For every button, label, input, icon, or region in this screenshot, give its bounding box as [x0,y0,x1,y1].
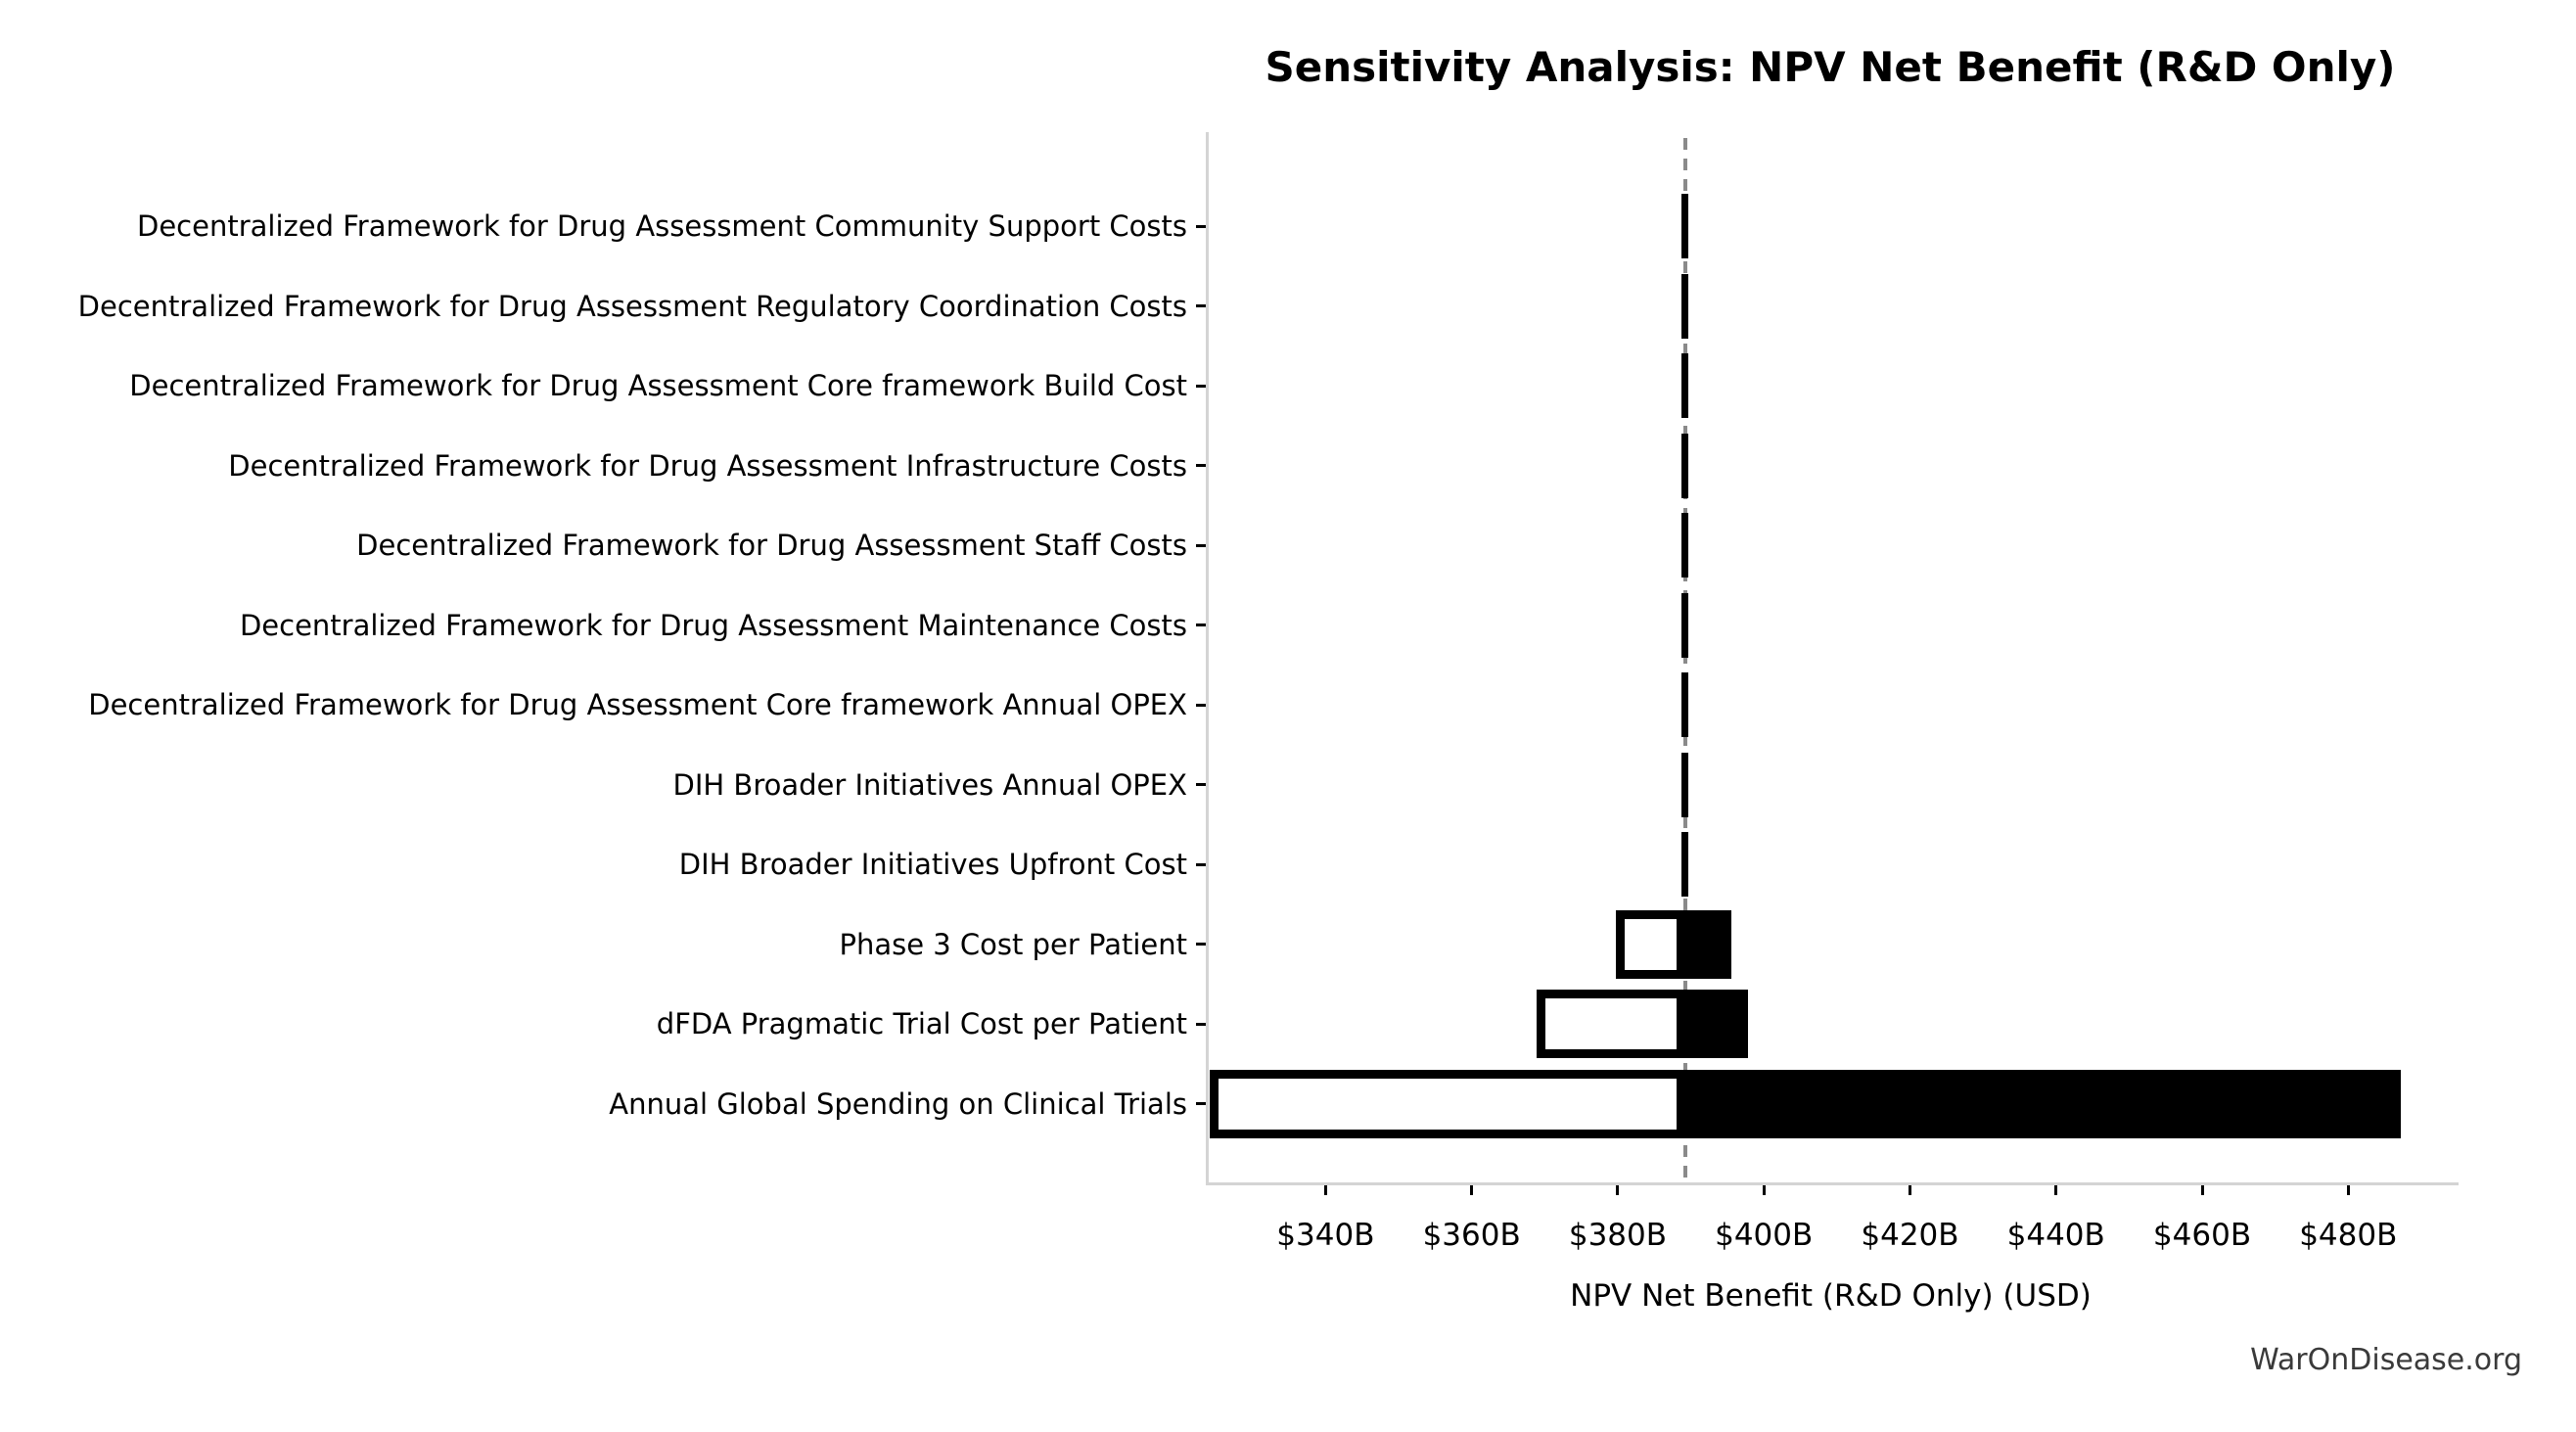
x-tick-label: $360B [1422,1218,1521,1253]
y-label: Decentralized Framework for Drug Assessm… [77,289,1187,323]
y-tick [1196,1102,1206,1105]
baseline-sliver [1681,752,1689,817]
x-tick-label: $380B [1568,1218,1668,1253]
bar-low [1210,1069,1685,1138]
y-label: Decentralized Framework for Drug Assessm… [129,369,1187,402]
bar-low [1537,990,1685,1058]
baseline-sliver [1681,592,1689,658]
watermark: WarOnDisease.org [2250,1343,2522,1377]
y-tick [1196,464,1206,467]
x-tick [1616,1185,1620,1195]
x-axis-label: NPV Net Benefit (R&D Only) (USD) [1570,1278,2092,1314]
y-tick [1196,862,1206,866]
y-label: DIH Broader Initiatives Upfront Cost [678,848,1187,881]
y-label: dFDA Pragmatic Trial Cost per Patient [656,1007,1187,1040]
x-tick-label: $420B [1861,1218,1959,1253]
bar-high [1684,909,1731,979]
y-tick [1196,543,1206,547]
x-tick [2054,1185,2058,1195]
y-tick [1196,943,1206,946]
y-tick [1196,224,1206,228]
y-tick [1196,304,1206,307]
y-tick [1196,624,1206,626]
x-tick [2200,1185,2204,1195]
x-tick-label: $440B [2006,1218,2105,1253]
y-label: Decentralized Framework for Drug Assessm… [137,209,1187,243]
x-tick [1762,1185,1766,1195]
y-tick [1196,783,1206,786]
y-tick [1196,1022,1206,1026]
chart-title: Sensitivity Analysis: NPV Net Benefit (R… [1265,43,2396,91]
x-tick-label: $400B [1715,1218,1814,1253]
baseline-sliver [1681,194,1689,258]
x-tick-label: $340B [1276,1218,1375,1253]
baseline-sliver [1681,273,1689,339]
y-label: Decentralized Framework for Drug Assessm… [239,608,1187,642]
bar-high [1684,1069,2402,1138]
baseline-sliver [1681,433,1689,498]
x-tick [1323,1185,1327,1195]
baseline-sliver [1681,832,1689,897]
bar-low [1615,909,1685,979]
baseline-line [1682,138,1687,1182]
y-label: Annual Global Spending on Clinical Trial… [609,1086,1187,1121]
y-tick [1196,384,1206,388]
x-tick-label: $460B [2152,1218,2252,1253]
y-label: Decentralized Framework for Drug Assessm… [88,688,1187,721]
y-label: Decentralized Framework for Drug Assessm… [228,448,1187,483]
y-label: Decentralized Framework for Drug Assessm… [356,529,1187,562]
y-label: Phase 3 Cost per Patient [839,927,1187,961]
plot-area [1206,132,2459,1185]
bar-high [1684,990,1748,1058]
baseline-sliver [1681,672,1689,737]
x-tick [1908,1185,1911,1195]
x-tick-label: $480B [2299,1218,2398,1253]
x-tick [2346,1185,2350,1195]
baseline-sliver [1681,353,1689,418]
y-label: DIH Broader Initiatives Annual OPEX [672,767,1187,802]
x-tick [1470,1185,1474,1195]
baseline-sliver [1681,513,1689,577]
y-tick [1196,703,1206,707]
